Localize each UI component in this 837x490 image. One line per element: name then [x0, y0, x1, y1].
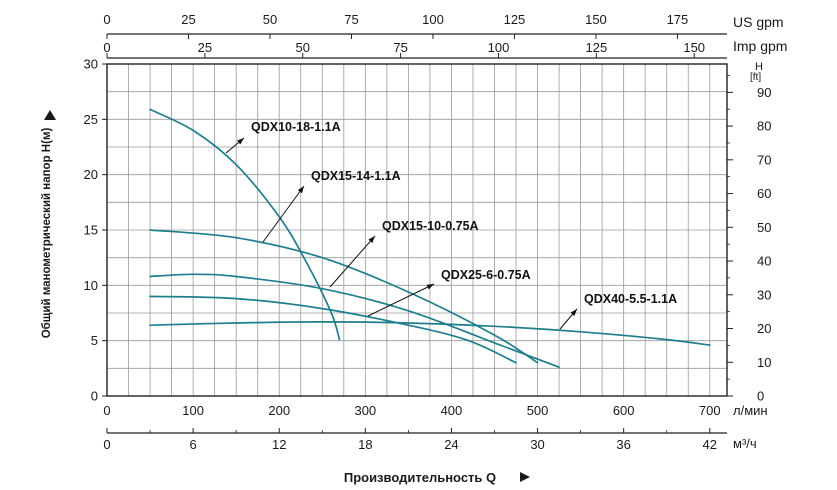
- top-axis-us-label: US gpm: [733, 14, 784, 30]
- ft-tick-label: 20: [757, 321, 771, 336]
- x-axis-title-arrow: [520, 472, 530, 482]
- us-gpm-tick-label: 50: [263, 12, 277, 27]
- ft-tick-label: 0: [757, 389, 764, 404]
- series-callout-arrowhead: [297, 186, 304, 194]
- x-unit-m3h: м³/ч: [733, 436, 757, 451]
- series-line: [149, 273, 560, 369]
- series-callouts: QDX10-18-1.1A QDX15-14-1.1A QDX15-10-0.75A…: [225, 120, 677, 330]
- series-callout-line: [262, 185, 305, 243]
- x-tick-label-lpm: 200: [268, 403, 290, 418]
- series-line: [149, 295, 517, 364]
- y-tick-label: 0: [91, 389, 98, 404]
- ft-tick-label: 50: [757, 220, 771, 235]
- x-tick-label-lpm: 400: [441, 403, 463, 418]
- us-gpm-tick-label: 175: [667, 12, 689, 27]
- us-gpm-tick-label: 150: [585, 12, 607, 27]
- series-label: QDX25-6-0.75A: [441, 268, 531, 282]
- ft-tick-label: 90: [757, 85, 771, 100]
- x-tick-label-m3h: 42: [703, 437, 717, 452]
- series-callout-arrowhead: [237, 138, 244, 145]
- y-axis-title: Общий манометрический напор H(м): [41, 128, 53, 339]
- y-tick-label: 10: [84, 278, 98, 293]
- top-axis-imp-label: Imp gpm: [733, 38, 787, 54]
- us-gpm-tick-label: 100: [422, 12, 444, 27]
- series-label: QDX40-5.5-1.1A: [584, 292, 677, 306]
- series-callout-arrowhead: [570, 309, 577, 316]
- x-tick-label-m3h: 24: [444, 437, 458, 452]
- right-axis-unit: [ft]: [750, 72, 761, 83]
- right-axis-label: H: [755, 61, 763, 73]
- series-line: [149, 321, 711, 346]
- x-tick-label-m3h: 30: [530, 437, 544, 452]
- x-tick-label-m3h: 0: [103, 437, 110, 452]
- x-tick-label-m3h: 12: [272, 437, 286, 452]
- y-tick-label: 15: [84, 223, 98, 238]
- y-tick-label: 30: [84, 57, 98, 72]
- us-gpm-tick-label: 0: [103, 12, 110, 27]
- x-tick-label-m3h: 6: [189, 437, 196, 452]
- y-tick-label: 25: [84, 112, 98, 127]
- series-line: [149, 108, 341, 341]
- y-axis-title-arrow: [44, 110, 56, 120]
- ft-tick-label: 70: [757, 152, 771, 167]
- x-tick-label-lpm: 0: [103, 403, 110, 418]
- series-label: QDX15-10-0.75A: [382, 219, 479, 233]
- x-tick-label-lpm: 700: [699, 403, 721, 418]
- ft-tick-label: 30: [757, 287, 771, 302]
- imp-gpm-tick-label: 75: [393, 40, 407, 55]
- ft-tick-label: 10: [757, 355, 771, 370]
- imp-gpm-tick-label: 50: [296, 40, 310, 55]
- x-tick-label-m3h: 18: [358, 437, 372, 452]
- series-callout-line: [367, 283, 435, 317]
- x-tick-label-m3h: 36: [616, 437, 630, 452]
- us-gpm-tick-label: 25: [181, 12, 195, 27]
- series-label: QDX15-14-1.1A: [311, 169, 401, 183]
- x-tick-label-lpm: 100: [182, 403, 204, 418]
- y-tick-label: 20: [84, 167, 98, 182]
- series-line: [149, 229, 539, 364]
- series-callout-arrowhead: [426, 284, 434, 290]
- y-tick-label: 5: [91, 333, 98, 348]
- x-axis-title: Производительность Q: [344, 470, 496, 485]
- ft-tick-label: 60: [757, 186, 771, 201]
- ft-tick-label: 40: [757, 254, 771, 269]
- us-gpm-tick-label: 75: [344, 12, 358, 27]
- us-gpm-tick-label: 125: [504, 12, 526, 27]
- series-label: QDX10-18-1.1A: [251, 120, 341, 134]
- imp-gpm-tick-label: 100: [488, 40, 510, 55]
- series-callout-line: [329, 235, 376, 288]
- imp-gpm-tick-label: 150: [683, 40, 705, 55]
- series-callout-arrowhead: [368, 236, 375, 243]
- series-lines: [149, 108, 711, 369]
- x-unit-lpm: л/мин: [733, 403, 768, 418]
- axes: [102, 33, 733, 434]
- imp-gpm-tick-label: 125: [585, 40, 607, 55]
- ft-tick-label: 80: [757, 119, 771, 134]
- x-tick-label-lpm: 600: [613, 403, 635, 418]
- x-tick-label-lpm: 500: [527, 403, 549, 418]
- imp-gpm-tick-label: 0: [103, 40, 110, 55]
- imp-gpm-tick-label: 25: [198, 40, 212, 55]
- x-tick-label-lpm: 300: [354, 403, 376, 418]
